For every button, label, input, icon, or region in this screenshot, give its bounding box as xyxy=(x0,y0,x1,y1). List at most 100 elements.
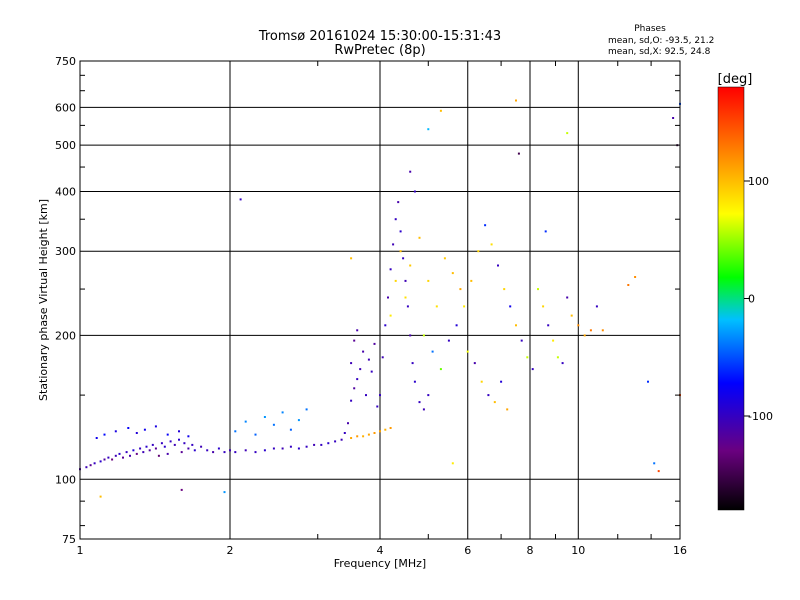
data-point xyxy=(114,430,117,433)
data-point xyxy=(470,279,473,282)
data-point xyxy=(373,432,376,434)
data-point xyxy=(506,408,509,411)
data-point xyxy=(627,284,630,286)
data-point xyxy=(145,445,148,448)
data-point xyxy=(350,437,353,439)
data-point xyxy=(178,430,180,433)
data-point xyxy=(561,362,564,365)
data-point xyxy=(135,452,138,455)
data-point xyxy=(212,451,215,454)
x-tick-label: 2 xyxy=(227,544,234,557)
data-point xyxy=(473,362,476,365)
data-point xyxy=(477,250,480,253)
data-point xyxy=(353,339,356,342)
data-point xyxy=(556,356,559,359)
data-point xyxy=(406,305,409,308)
data-point xyxy=(173,443,176,446)
data-point xyxy=(350,362,353,365)
data-point xyxy=(125,451,128,454)
data-point xyxy=(397,201,400,204)
data-point xyxy=(373,342,376,345)
data-point xyxy=(356,435,359,438)
data-point xyxy=(99,460,102,463)
y-axis-ticks: 75 100 200 300 400 500 600 750 xyxy=(55,55,680,546)
data-point xyxy=(297,419,300,422)
y-tick-label: 600 xyxy=(55,101,76,114)
data-point xyxy=(320,443,323,446)
data-point xyxy=(118,452,121,455)
data-point xyxy=(404,296,407,299)
data-point xyxy=(223,451,226,454)
data-point xyxy=(413,380,416,383)
data-point xyxy=(180,451,183,454)
data-point xyxy=(362,435,365,438)
data-point xyxy=(493,401,496,404)
data-point xyxy=(234,430,237,433)
data-point xyxy=(601,329,604,332)
data-point xyxy=(463,305,466,308)
data-point xyxy=(443,257,446,260)
data-point xyxy=(313,443,316,446)
data-point xyxy=(381,356,384,359)
data-point xyxy=(107,456,110,459)
x-axis-ticks: 1 2 4 6 8 10 16 xyxy=(77,61,687,557)
data-point xyxy=(566,132,569,135)
data-point xyxy=(122,456,124,459)
data-point xyxy=(435,305,438,308)
y-tick-label: 200 xyxy=(55,329,76,342)
data-point xyxy=(394,279,397,282)
data-point xyxy=(148,449,151,452)
data-point xyxy=(370,370,373,373)
data-point xyxy=(239,198,242,201)
data-point xyxy=(187,435,190,438)
chart-title: Tromsø 20161024 15:30:00-15:31:43 xyxy=(258,29,501,44)
data-point xyxy=(223,491,226,494)
y-tick-label: 300 xyxy=(55,245,76,258)
data-point xyxy=(114,454,117,457)
data-point xyxy=(263,449,266,452)
data-point xyxy=(402,257,405,260)
colorbar-ticks: 100 0 -100 xyxy=(744,175,773,423)
data-point xyxy=(544,230,547,233)
y-tick-label: 75 xyxy=(62,533,76,546)
data-point xyxy=(577,324,580,327)
x-tick-label: 8 xyxy=(527,544,534,557)
data-point xyxy=(289,445,292,448)
data-point xyxy=(389,268,392,271)
data-point xyxy=(595,305,598,308)
data-point xyxy=(367,358,370,361)
data-point xyxy=(570,314,573,317)
data-point xyxy=(347,422,349,425)
data-point xyxy=(180,488,183,491)
colorbar-label: [deg] xyxy=(718,72,753,87)
y-tick-label: 500 xyxy=(55,139,76,152)
data-point xyxy=(404,279,407,282)
data-point xyxy=(399,250,402,253)
colorbar: [deg] 100 0 -100 xyxy=(718,72,773,511)
data-point xyxy=(379,430,381,433)
data-point xyxy=(362,350,365,353)
data-point xyxy=(411,362,414,365)
data-point xyxy=(166,452,169,455)
data-point xyxy=(151,443,154,446)
data-point xyxy=(334,440,337,443)
data-point xyxy=(178,438,180,441)
data-point xyxy=(509,305,512,308)
data-point xyxy=(142,451,145,454)
data-point xyxy=(387,296,389,299)
y-tick-label: 400 xyxy=(55,185,76,198)
data-point xyxy=(459,288,462,291)
plot-frame xyxy=(79,60,681,540)
data-point xyxy=(583,334,586,337)
data-point xyxy=(427,279,430,282)
data-point xyxy=(515,99,517,102)
data-point xyxy=(676,144,679,147)
data-point xyxy=(95,437,98,439)
x-tick-label: 6 xyxy=(464,544,471,557)
data-point xyxy=(289,428,292,431)
data-point xyxy=(634,276,637,278)
data-point xyxy=(154,447,157,450)
data-point xyxy=(187,447,190,450)
data-point xyxy=(431,350,434,353)
stats-line-x: mean, sd,X: 92.5, 24.8 xyxy=(608,47,711,57)
